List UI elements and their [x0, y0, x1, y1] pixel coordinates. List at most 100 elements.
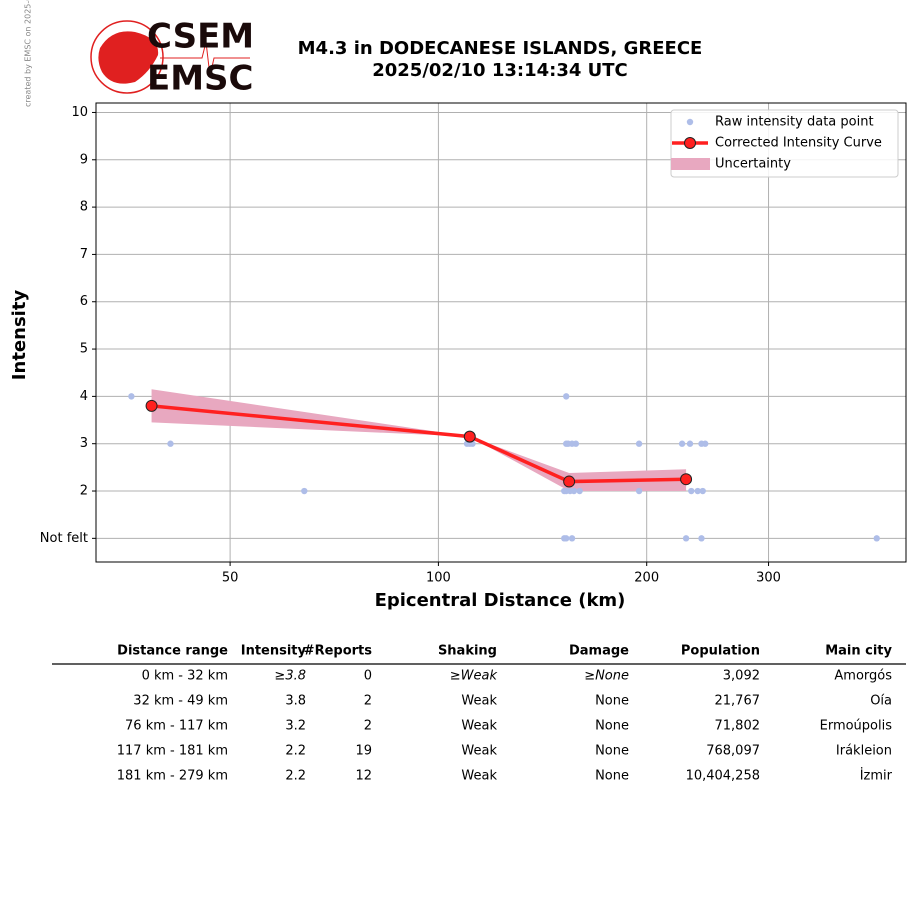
y-axis-label: Intensity: [9, 290, 30, 381]
table-cell: None: [595, 694, 629, 709]
x-tick-label: 200: [634, 571, 659, 586]
table-cell: Weak: [461, 694, 497, 709]
logo-ring: [90, 20, 164, 94]
raw-point: [698, 535, 705, 542]
curve-line: [151, 404, 687, 484]
credit: created by EMSC on 2025-02-11 08:07:32 U…: [24, 0, 33, 107]
x-tick-label: 50: [222, 571, 239, 586]
x-tick-label: 300: [756, 571, 781, 586]
legend-label: Corrected Intensity Curve: [715, 136, 882, 151]
table-header: Main city: [825, 644, 892, 659]
legend-marker: [686, 118, 694, 126]
table-cell: 0 km - 32 km: [142, 669, 228, 684]
table-cell: None: [595, 744, 629, 759]
raw-point: [562, 535, 570, 542]
table-cell: 19: [355, 744, 372, 759]
curve-marker: [563, 475, 576, 488]
y-tick-label: 7: [80, 247, 88, 262]
table-cell: 10,404,258: [686, 769, 760, 784]
table-cell: 3.2: [285, 719, 306, 734]
raw-point: [678, 440, 686, 447]
table-cell: 2.2: [285, 744, 306, 759]
raw-point: [635, 440, 643, 447]
legend-label: Raw intensity data point: [715, 115, 874, 130]
table-header: Distance range: [117, 644, 228, 659]
raw-point: [576, 487, 583, 495]
y-tick-label: 10: [71, 105, 88, 120]
table-cell: 3.8: [285, 694, 306, 709]
table-cell: Ermoúpolis: [820, 719, 893, 734]
table-cell: Weak: [461, 769, 497, 784]
curve-marker: [463, 430, 476, 443]
legend-box: [670, 109, 899, 178]
table-cell: 2.2: [285, 769, 306, 784]
raw-point: [702, 440, 709, 447]
logo-bottom: EMSC: [147, 59, 254, 99]
logo: CSEM EMSC: [90, 17, 254, 99]
table-header: Damage: [569, 644, 629, 659]
raw-point: [694, 487, 701, 495]
raw-point: [873, 535, 880, 542]
table-cell: Amorgós: [834, 669, 892, 684]
table-cell: 21,767: [715, 694, 761, 709]
legend-label: Uncertainty: [715, 157, 791, 172]
table-cell: 181 km - 279 km: [117, 769, 228, 784]
table-cell: 117 km - 181 km: [117, 744, 228, 759]
raw-point: [568, 535, 576, 542]
table-cell: ≥Weak: [450, 669, 498, 684]
table-header: #Reports: [304, 644, 373, 659]
logo-wave: [160, 41, 250, 77]
table-cell: None: [595, 769, 629, 784]
y-tick-label: 4: [80, 389, 88, 404]
curve-marker: [680, 473, 693, 486]
raw-point: [301, 487, 308, 495]
table-cell: Irákleion: [836, 744, 892, 759]
raw-point: [128, 393, 135, 400]
table-cell: 3,092: [723, 669, 760, 684]
y-tick-label: 9: [80, 152, 88, 167]
legend-marker: [671, 158, 710, 170]
logo-globe: [98, 31, 159, 84]
plot-frame: [95, 102, 907, 563]
raw-point: [686, 440, 694, 447]
y-tick-label: 8: [80, 200, 88, 215]
x-axis-label: Epicentral Distance (km): [375, 590, 626, 611]
legend-marker: [684, 137, 696, 149]
raw-point: [688, 487, 695, 495]
raw-point: [682, 535, 690, 542]
uncertainty-band: [151, 389, 687, 492]
table-cell: Weak: [461, 744, 497, 759]
y-tick-label: Not felt: [40, 531, 88, 546]
table-cell: 12: [355, 769, 372, 784]
table-cell: ≥3.8: [274, 669, 306, 684]
curve-marker: [145, 399, 158, 412]
raw-point: [635, 487, 643, 495]
x-tick-label: 100: [426, 571, 451, 586]
table-cell: 71,802: [715, 719, 761, 734]
table-cell: İzmir: [860, 768, 893, 784]
table-cell: 768,097: [706, 744, 760, 759]
table-header: Shaking: [438, 644, 497, 659]
raw-point: [167, 440, 174, 447]
table-cell: ≥None: [584, 669, 629, 684]
table-cell: Oía: [870, 694, 892, 709]
table-cell: 2: [364, 694, 372, 709]
table-cell: Weak: [461, 719, 497, 734]
raw-point: [570, 487, 578, 495]
y-tick-label: 3: [80, 436, 88, 451]
logo-top: CSEM: [147, 17, 254, 57]
chart-title: M4.3 in DODECANESE ISLANDS, GREECE: [298, 38, 703, 59]
table-header: Intensity: [241, 644, 307, 659]
table-cell: None: [595, 719, 629, 734]
y-tick-label: 6: [80, 294, 88, 309]
chart-subtitle: 2025/02/10 13:14:34 UTC: [372, 60, 628, 81]
table-cell: 0: [364, 669, 372, 684]
y-tick-label: 5: [80, 342, 88, 357]
table-cell: 2: [364, 719, 372, 734]
raw-point: [699, 487, 706, 495]
y-tick-label: 2: [80, 484, 88, 499]
table-cell: 76 km - 117 km: [125, 719, 228, 734]
table-header: Population: [681, 644, 760, 659]
raw-point: [572, 440, 580, 447]
